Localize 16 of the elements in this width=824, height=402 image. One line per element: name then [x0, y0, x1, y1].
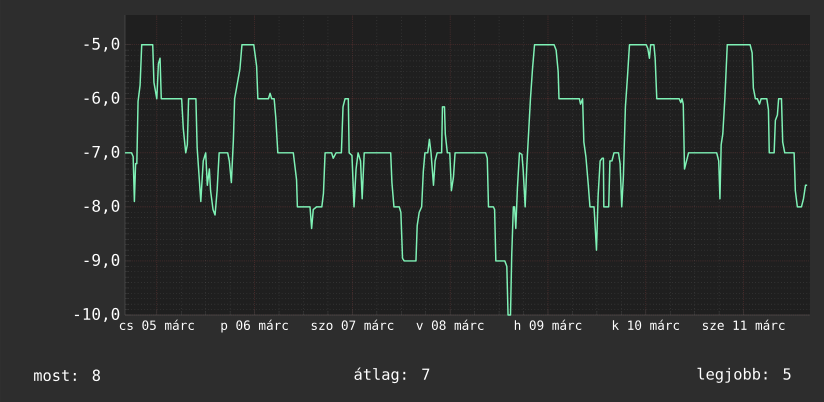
x-tick-label: v 08 márc [416, 320, 484, 330]
y-tick-label: -6,0 [84, 92, 120, 106]
x-tick-label: szo 07 márc [312, 320, 394, 330]
x-tick-label: sze 11 márc [702, 320, 784, 330]
y-tick-label: -5,0 [84, 38, 120, 52]
y-tick-label: -7,0 [84, 146, 120, 160]
x-tick-label: k 10 márc [612, 320, 680, 330]
y-tick-label: -8,0 [84, 200, 120, 214]
y-tick-label: -9,0 [84, 254, 120, 268]
y-tick-label: -10,0 [74, 308, 120, 322]
x-tick-label: p 06 márc [221, 320, 288, 332]
text: átlag: 7 [354, 368, 430, 384]
text: legjobb: 5 [698, 368, 790, 383]
x-tick-label: cs 05 márc [120, 320, 194, 330]
x-tick-label: h 09 márc [514, 320, 582, 330]
text: most: 8 [34, 370, 100, 382]
